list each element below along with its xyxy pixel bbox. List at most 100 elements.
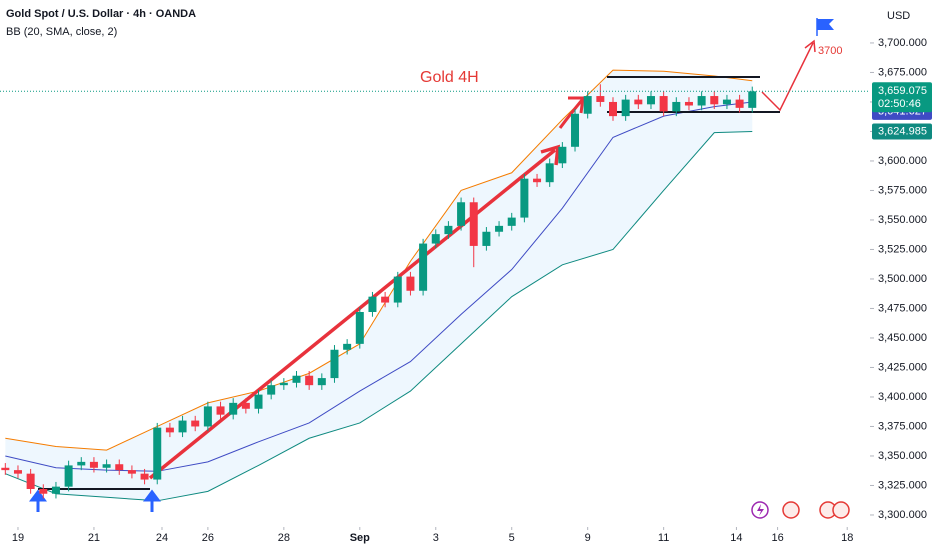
up-arrow [143,489,161,512]
y-tick-label: 3,400.000 [878,391,927,403]
candle-body [646,96,655,105]
price-label-box [872,123,932,140]
candle-body [292,375,301,383]
x-tick-label: 3 [433,532,439,544]
bollinger-bands [5,69,753,502]
candle-body [39,489,48,494]
x-tick-label: 16 [771,532,783,544]
candle-body [13,470,22,474]
last-price-label: 3,659.075 [878,85,927,97]
trend-arrow [558,99,584,129]
last-price-box [872,82,932,113]
candle-body [393,276,402,303]
arrow-head [540,144,561,166]
arrow-head [804,39,816,53]
x-tick-label: 28 [278,532,290,544]
candle-body [26,473,35,490]
annotation: Gold 4H [420,69,479,86]
candle-body [216,406,225,415]
candle-body [457,202,466,226]
countdown-label: 02:50:46 [878,98,921,110]
candle-body [710,96,719,105]
candle-body [444,225,453,235]
candle-body [419,243,428,291]
candle-body [659,96,668,112]
candle-body [672,101,681,112]
candle-body [469,202,478,246]
trend-arrow [148,148,557,480]
y-tick-label: 3,425.000 [878,361,927,373]
event-icon [832,501,850,519]
arrow-head [568,96,585,114]
annotation: 3700 [818,45,842,57]
x-tick-label: 19 [12,532,24,544]
drawings [29,18,834,512]
candle-body [127,470,136,474]
event-icon [782,501,800,519]
x-tick-label: 5 [509,532,515,544]
x-tick-label: Sep [350,532,370,544]
candle-body [583,96,592,114]
price-axis: 3,300.000 3,325.000 3,350.000 3,375.000 3,40… [12,37,932,544]
candle-body [330,349,339,379]
candle-body [596,96,605,102]
candle-body [609,101,618,117]
candle-body [203,406,212,427]
candle-body [368,296,377,313]
indicator-label: BB (20, SMA, close, 2) [6,26,117,38]
y-tick-label: 3,550.000 [878,214,927,226]
candle-body [735,99,744,108]
candle-body [115,464,124,471]
y-tick-label: 3,325.000 [878,479,927,491]
candle-body [621,99,630,117]
x-tick-label: 14 [730,532,742,544]
candle-body [495,225,504,232]
y-tick-label: 3,525.000 [878,243,927,255]
candle-body [102,464,111,468]
candle-body [684,101,693,106]
candle-body [431,234,440,244]
candle-body [241,402,250,409]
candle-body [381,296,390,303]
price-label: 3,624.985 [878,125,927,137]
candle-body [279,382,288,386]
candle-body [254,394,263,409]
candle-body [748,91,757,108]
x-tick-label: 24 [156,532,168,544]
y-tick-label: 3,450.000 [878,332,927,344]
candle-body [355,312,364,344]
y-tick-label: 3,350.000 [878,450,927,462]
projection-arrow [761,42,814,112]
candle-body [545,163,554,183]
candle-body [267,385,276,395]
x-tick-label: 26 [202,532,214,544]
y-tick-label: 3,500.000 [878,273,927,285]
event-icons [751,501,850,519]
candle-body [77,461,86,466]
x-tick-label: 18 [841,532,853,544]
candle-body [140,473,149,480]
y-tick-label: 3,700.000 [878,37,927,49]
x-tick-label: 11 [658,532,669,544]
chart-title: Gold Spot / U.S. Dollar · 4h · OANDA [6,8,196,20]
candle-body [533,178,542,183]
candle-body [520,178,529,218]
y-tick-label: 3,675.000 [878,66,927,78]
candle-body [507,217,516,226]
candle-body [634,99,643,105]
event-icon [757,504,764,516]
candle-body [722,99,731,105]
candle-body [1,467,10,471]
candle-body [558,146,567,164]
candle-body [229,402,238,415]
candles [0,84,870,499]
candle-body [571,113,580,147]
candle-body [317,378,326,386]
candle-body [482,231,491,246]
candle-body [697,96,706,106]
candle-body [343,343,352,350]
flag [817,19,834,30]
candle-body [51,486,60,494]
